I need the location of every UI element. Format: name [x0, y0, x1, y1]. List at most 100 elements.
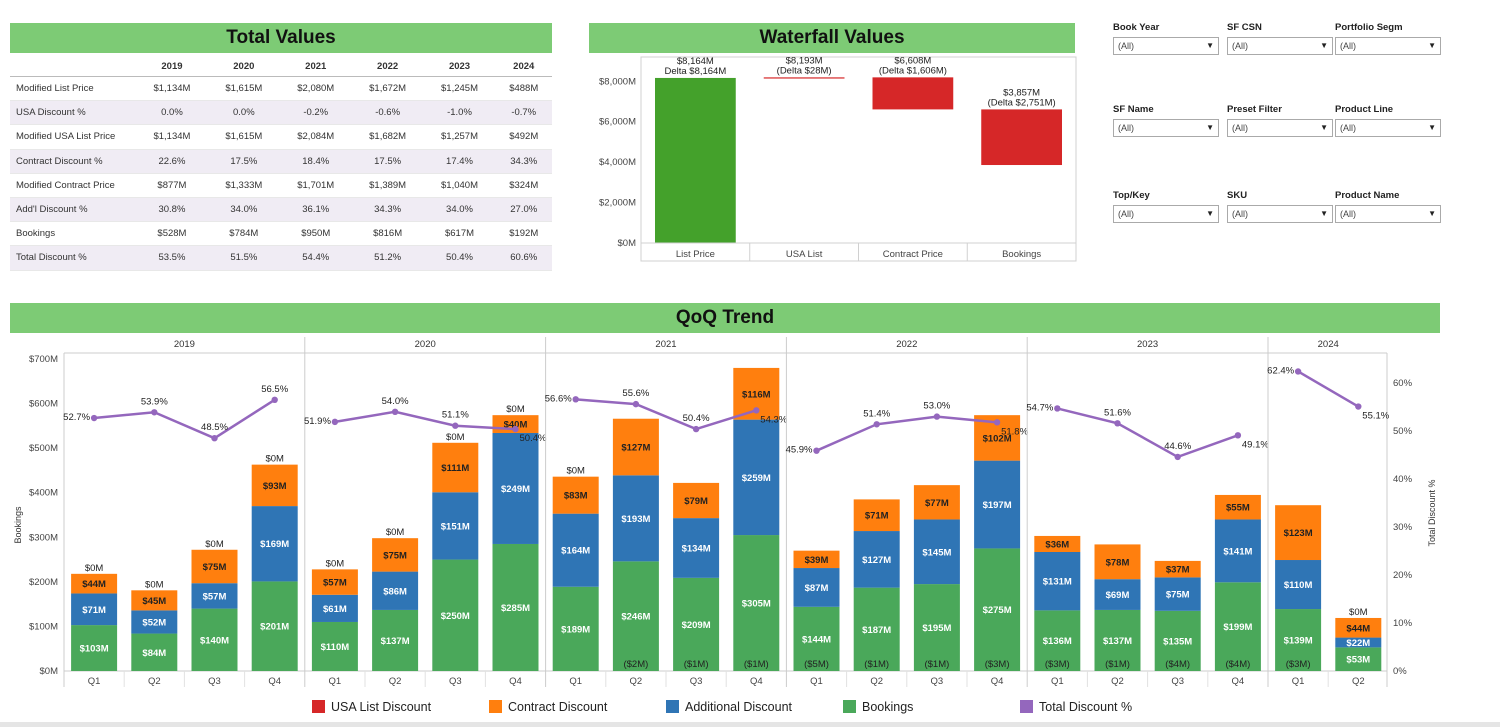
filter-dropdown[interactable]: (All) ▼	[1227, 37, 1333, 55]
filter-dropdown[interactable]: (All) ▼	[1335, 119, 1441, 137]
chevron-down-icon: ▼	[1428, 41, 1436, 50]
table-cell: 0.0%	[136, 100, 208, 126]
legend-item-usa-list-discount[interactable]: USA List Discount	[312, 699, 431, 715]
bar-segment-contract	[913, 485, 960, 520]
table-cell: $2,084M	[279, 124, 352, 150]
legend-item-total-discount[interactable]: Total Discount %	[1020, 699, 1132, 715]
usa-discount-label: $0M	[1349, 607, 1368, 618]
quarter-label: Q4	[1232, 676, 1245, 687]
filter-dropdown[interactable]: (All) ▼	[1335, 205, 1441, 223]
filter-dropdown[interactable]: (All) ▼	[1113, 205, 1219, 223]
legend-label: Total Discount %	[1039, 700, 1133, 714]
segment-label: $71M	[865, 511, 889, 522]
discount-point	[512, 425, 519, 433]
segment-label: $110M	[321, 642, 350, 653]
category-label: List Price	[676, 249, 715, 260]
category-label: USA List	[786, 249, 823, 260]
bar-segment-bookings	[492, 543, 539, 671]
segment-label: $103M	[80, 644, 109, 655]
bar-segment-additional	[673, 518, 720, 578]
bar-segment-additional	[432, 492, 479, 560]
row-label: USA Discount %	[10, 100, 136, 126]
bar-segment-additional	[251, 506, 298, 582]
legend-swatch	[1020, 700, 1033, 713]
discount-label: 54.7%	[1026, 402, 1053, 413]
filter-portfolio-segm: Portfolio Segm (All) ▼	[1335, 22, 1441, 55]
bar-segment-bookings	[1275, 609, 1322, 671]
filter-dropdown[interactable]: (All) ▼	[1113, 37, 1219, 55]
discount-line	[1297, 370, 1359, 408]
y-tick-label: $0M	[40, 666, 59, 677]
segment-label: $44M	[82, 579, 106, 590]
quarter-label: Q2	[1352, 676, 1365, 687]
bar-segment-additional	[733, 419, 780, 536]
discount-point	[90, 414, 98, 422]
bar-segment-bookings	[432, 559, 479, 671]
table-cell: 54.4%	[279, 245, 352, 271]
segment-label: $139M	[1284, 636, 1313, 647]
bar-segment-additional	[612, 475, 659, 562]
usa-discount-label: $0M	[326, 558, 345, 569]
segment-label: $45M	[142, 596, 166, 607]
quarter-label: Q3	[690, 676, 703, 687]
discount-point	[632, 400, 640, 408]
legend-item-bookings[interactable]: Bookings	[843, 699, 913, 715]
table-cell: $528M	[136, 221, 208, 247]
table-cell: 34.3%	[495, 149, 552, 174]
legend-label: Additional Discount	[685, 700, 793, 714]
table-cell: $1,615M	[207, 76, 280, 102]
usa-discount-label: ($3M)	[1286, 659, 1311, 670]
table-cell: $488M	[495, 76, 552, 102]
bar-segment-bookings	[853, 587, 900, 671]
segment-label: $75M	[203, 562, 227, 573]
qoq-chart: $0M $100M $200M $300M $400M $500M $600M $700M 0%…	[13, 337, 1437, 687]
segment-label: $305M	[742, 599, 771, 610]
table-cell: 0.0%	[207, 100, 280, 126]
filter-value: (All)	[1232, 123, 1248, 133]
filter-preset-filter: Preset Filter (All) ▼	[1227, 104, 1333, 137]
legend-item-additional-discount[interactable]: Additional Discount	[666, 699, 792, 715]
discount-line	[1057, 407, 1239, 459]
discount-label: 53.9%	[141, 396, 168, 407]
filter-label: Top/Key	[1113, 190, 1150, 201]
filter-dropdown[interactable]: (All) ▼	[1113, 119, 1219, 137]
segment-label: $53M	[1346, 655, 1370, 666]
filter-product-line: Product Line (All) ▼	[1335, 104, 1441, 137]
total-values-row: Add'l Discount % 30.8% 34.0% 36.1% 34.3% 34.0…	[10, 197, 552, 223]
quarter-label: Q2	[1111, 676, 1124, 687]
table-cell: 50.4%	[423, 245, 496, 271]
segment-label: $79M	[684, 496, 708, 507]
filter-dropdown[interactable]: (All) ▼	[1227, 205, 1333, 223]
legend-item-contract-discount[interactable]: Contract Discount	[489, 699, 607, 715]
discount-point	[1234, 432, 1242, 439]
filter-dropdown[interactable]: (All) ▼	[1227, 119, 1333, 137]
bar-segment-additional	[71, 593, 118, 626]
total-values-row: Bookings $528M $784M $950M $816M $617M $192M	[10, 221, 552, 247]
bottom-scrollbar[interactable]	[0, 722, 1500, 727]
quarter-label: Q1	[329, 676, 342, 687]
filter-value: (All)	[1340, 209, 1356, 219]
filter-dropdown[interactable]: (All) ▼	[1335, 37, 1441, 55]
bar-segment-additional	[974, 460, 1021, 549]
bar-segment-additional	[1034, 551, 1081, 611]
qoq-title: QoQ Trend	[10, 303, 1440, 333]
bar-segment-contract	[251, 464, 298, 507]
discount-point	[993, 419, 1001, 426]
chevron-down-icon: ▼	[1206, 123, 1214, 132]
total-values-row: Modified USA List Price $1,134M $1,615M $2,…	[10, 124, 552, 150]
quarter-label: Q4	[509, 676, 522, 687]
segment-label: $246M	[621, 612, 650, 623]
quarter-label: Q1	[1051, 676, 1064, 687]
table-cell: 17.5%	[351, 149, 424, 174]
segment-label: $169M	[260, 539, 289, 550]
table-cell: -1.0%	[423, 100, 496, 126]
quarter-label: Q2	[870, 676, 883, 687]
table-cell: -0.6%	[351, 100, 424, 126]
segment-label: $201M	[260, 622, 289, 633]
bar-segment-additional	[191, 583, 238, 609]
y2-tick-label: 40%	[1393, 474, 1413, 485]
y2-tick-label: 60%	[1393, 378, 1413, 389]
row-label: Bookings	[10, 221, 136, 247]
year-header: 2022	[896, 339, 917, 350]
y-tick-label: $4,000M	[599, 157, 636, 168]
